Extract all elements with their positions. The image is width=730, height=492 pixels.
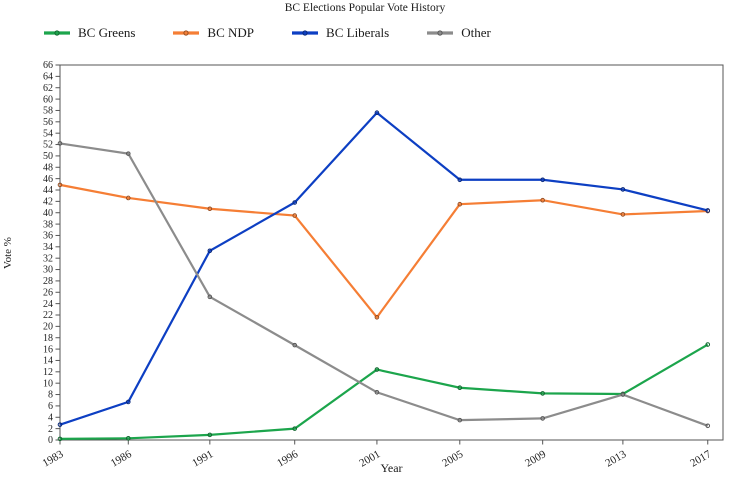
- y-tick-label: 40: [43, 208, 53, 219]
- y-tick-label: 24: [43, 299, 53, 310]
- legend-swatch-marker: [302, 29, 308, 36]
- data-point-bc-greens-1991: [207, 432, 213, 438]
- data-point-bc-ndp-2001: [374, 314, 380, 320]
- y-tick-label: 58: [43, 106, 53, 117]
- series-line-other: [59, 142, 709, 427]
- y-tick-label: 60: [43, 94, 53, 105]
- data-point-bc-greens-2005: [457, 385, 463, 391]
- y-tick-label: 62: [43, 83, 53, 94]
- data-point-other-1996: [292, 342, 298, 348]
- data-point-bc-ndp-2013: [620, 212, 626, 217]
- data-point-bc-liberals-2005: [457, 177, 463, 183]
- data-point-bc-liberals-1986: [125, 399, 131, 405]
- data-point-other-2009: [540, 416, 545, 421]
- data-point-other-2013: [620, 392, 626, 397]
- y-tick-label: 44: [43, 185, 53, 196]
- legend-swatch-marker: [183, 29, 190, 36]
- legend-swatch-marker: [437, 29, 443, 36]
- data-point-bc-greens-2001: [374, 367, 380, 372]
- y-tick-label: 52: [43, 140, 53, 151]
- y-tick-label: 36: [43, 231, 53, 242]
- data-point-bc-liberals-2001: [374, 110, 380, 116]
- data-point-bc-liberals-1983: [57, 422, 63, 427]
- data-point-bc-ndp-1983: [57, 182, 63, 188]
- data-point-bc-greens-2017: [705, 342, 711, 347]
- y-tick-label: 46: [43, 174, 53, 185]
- y-tick-label: 18: [43, 333, 53, 344]
- plot-border: [59, 64, 724, 441]
- data-point-bc-greens-1996: [292, 426, 298, 431]
- y-tick-label: 20: [43, 322, 53, 333]
- data-point-bc-ndp-1991: [207, 206, 213, 212]
- data-point-other-1991: [207, 294, 213, 300]
- y-tick-label: 64: [43, 72, 53, 83]
- data-point-other-2017: [705, 423, 711, 429]
- legend-label-bc-ndp: BC NDP: [207, 25, 255, 40]
- data-point-bc-ndp-2009: [540, 197, 545, 203]
- y-tick-label: 38: [43, 219, 53, 230]
- legend: BC Greens BC NDP BC Liberals Other: [44, 26, 491, 39]
- data-point-other-2001: [374, 389, 380, 395]
- legend-label-bc-liberals: BC Liberals: [326, 25, 390, 40]
- legend-line-swatch-bc-liberals: [292, 29, 319, 36]
- legend-item-bc-liberals: BC Liberals: [292, 26, 389, 39]
- data-point-bc-liberals-2009: [540, 177, 545, 183]
- y-tick-label: 6: [48, 401, 53, 412]
- legend-label-bc-greens: BC Greens: [78, 25, 136, 40]
- y-tick-label: 34: [43, 242, 53, 253]
- series-line-bc-greens: [59, 343, 709, 440]
- legend-line-swatch-bc-ndp: [173, 29, 200, 36]
- data-point-bc-liberals-1996: [292, 200, 298, 205]
- legend-item-other: Other: [427, 26, 491, 39]
- data-point-other-1986: [125, 151, 131, 156]
- y-tick-label: 30: [43, 265, 53, 276]
- y-tick-label: 4: [48, 412, 53, 423]
- data-point-other-2005: [457, 417, 463, 423]
- data-point-bc-liberals-2013: [620, 187, 626, 192]
- data-point-bc-greens-1983: [57, 436, 63, 442]
- y-tick-label: 0: [48, 435, 53, 446]
- y-tick-label: 14: [43, 356, 53, 367]
- y-tick-label: 66: [43, 60, 53, 71]
- data-point-other-1983: [57, 141, 63, 146]
- legend-line-swatch-other: [427, 29, 454, 36]
- legend-line-swatch-bc-greens: [44, 29, 70, 36]
- y-tick-label: 26: [43, 287, 53, 298]
- y-axis-label: Vote %: [2, 237, 14, 269]
- chart-title: BC Elections Popular Vote History: [284, 2, 446, 14]
- data-point-bc-greens-2009: [540, 391, 545, 396]
- y-tick-label: 50: [43, 151, 53, 162]
- y-tick-label: 12: [43, 367, 53, 378]
- x-axis-label: Year: [380, 461, 403, 475]
- data-point-bc-ndp-1986: [125, 195, 131, 201]
- legend-swatch-marker: [54, 29, 60, 36]
- data-point-bc-greens-1986: [125, 435, 131, 441]
- legend-item-bc-greens: BC Greens: [44, 26, 135, 39]
- y-tick-label: 16: [43, 344, 53, 355]
- y-tick-label: 28: [43, 276, 53, 287]
- y-tick-label: 8: [48, 390, 53, 401]
- data-point-bc-ndp-2005: [457, 201, 463, 207]
- legend-label-other: Other: [461, 25, 491, 40]
- y-tick-label: 56: [43, 117, 53, 128]
- y-tick-label: 32: [43, 253, 53, 264]
- y-tick-label: 48: [43, 162, 53, 173]
- y-tick-label: 2: [48, 424, 53, 435]
- data-point-bc-liberals-2017: [705, 208, 711, 213]
- data-point-bc-ndp-1996: [292, 213, 298, 218]
- data-point-bc-liberals-1991: [207, 248, 213, 254]
- y-tick-label: 22: [43, 310, 53, 321]
- series-line-bc-liberals: [59, 111, 709, 426]
- y-tick-label: 54: [43, 128, 53, 139]
- y-tick-label: 10: [43, 378, 53, 389]
- y-tick-label: 42: [43, 197, 53, 208]
- legend-item-bc-ndp: BC NDP: [173, 26, 254, 39]
